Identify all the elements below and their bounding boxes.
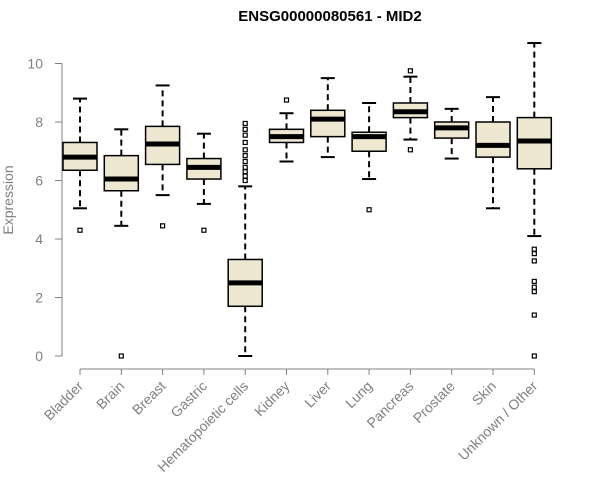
box-group [433,107,470,160]
box-group [475,96,511,210]
outlier-point [242,126,248,132]
outlier-point [531,258,537,264]
box-iqr [475,121,511,158]
x-tick-label: Skin [469,378,500,409]
y-tick-label: 8 [35,114,43,130]
x-tick-label: Kidney [251,378,293,420]
outlier-point [366,207,372,213]
box-group [516,42,553,359]
outlier-point [242,132,248,138]
x-tick-label: Lung [342,378,375,411]
outlier-point [531,353,537,359]
outlier-point [531,284,537,290]
outlier-point [242,147,248,153]
y-tick-label: 6 [35,173,43,189]
outlier-point [242,139,248,146]
y-tick-label: 10 [27,56,43,72]
x-tick-label: Bladder [41,378,87,424]
box-group [103,128,140,359]
outlier-point [242,169,248,175]
outlier-point [77,227,83,233]
box-group [268,97,305,163]
outlier-point [531,251,537,257]
boxes [62,42,553,359]
outlier-point [118,353,124,359]
x-tick-label: Prostate [410,378,458,426]
outlier-point [160,223,166,229]
outlier-point [242,158,248,165]
box-group [186,132,222,233]
x-tick-label: Liver [301,378,334,411]
outlier-point [242,164,248,170]
box-group [392,68,429,153]
outlier-point [531,289,537,295]
outlier-point [531,246,537,252]
outlier-point [242,153,248,159]
y-tick-label: 2 [35,290,43,306]
y-tick-label: 0 [35,348,43,364]
box-iqr [103,154,140,192]
x-tick-label: Brain [93,378,127,412]
outlier-point [242,120,248,127]
outlier-point [531,278,537,285]
y-tick-label: 4 [35,231,43,247]
outlier-point [242,173,248,179]
outlier-point [407,68,413,74]
box-group [227,120,263,357]
outlier-point [201,227,207,233]
y-axis-label: Expression [0,165,16,234]
box-iqr [310,109,346,138]
box-group [310,77,346,159]
box-group [351,101,387,213]
outlier-point [283,97,290,103]
outlier-point [407,147,413,153]
outlier-point [531,312,537,318]
box-group [144,84,181,229]
axes: 0 2 4 6 8 10 [27,56,535,375]
box-group [62,97,98,233]
x-tick-label: Breast [129,378,169,418]
chart-title: ENSG00000080561 - MID2 [238,8,422,25]
outlier-point [242,177,248,184]
